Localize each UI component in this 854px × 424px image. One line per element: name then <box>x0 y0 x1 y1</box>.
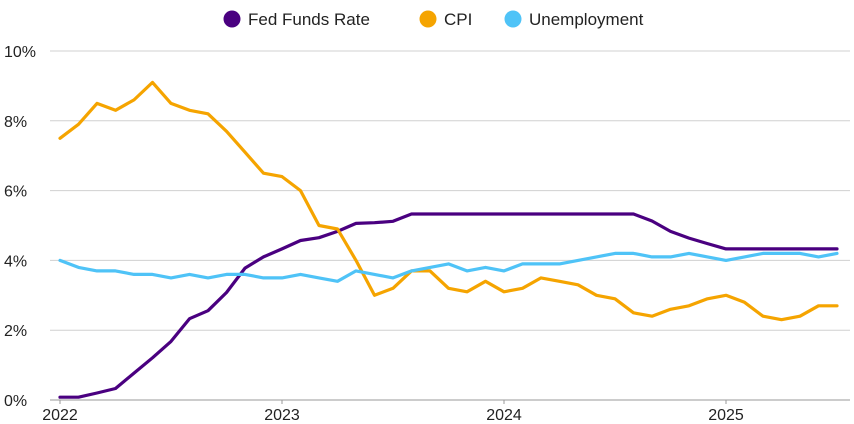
x-tick-label: 2025 <box>708 407 744 424</box>
y-tick-label: 10% <box>4 44 36 61</box>
axes: 0% 2% 4% 6% 8% 10% 2022 2023 2024 2025 <box>4 44 850 424</box>
series-lines <box>58 80 839 399</box>
legend-marker <box>223 10 241 28</box>
y-tick-label: 6% <box>4 184 27 201</box>
series-line-unemployment <box>58 251 839 283</box>
legend-marker <box>504 10 522 28</box>
y-tick-label: 0% <box>4 393 27 410</box>
x-tick-label: 2023 <box>264 407 300 424</box>
y-tick-label: 2% <box>4 323 27 340</box>
series-line-cpi <box>58 80 839 322</box>
legend-label: CPI <box>444 10 472 29</box>
gridlines <box>50 50 850 331</box>
legend: Fed Funds Rate CPI Unemployment <box>223 10 644 29</box>
y-tick-label: 8% <box>4 114 27 131</box>
legend-label: Fed Funds Rate <box>248 10 370 29</box>
legend-marker <box>419 10 437 28</box>
y-tick-label: 4% <box>4 253 27 270</box>
series-line-fed-funds-rate <box>58 212 839 399</box>
x-tick-label: 2022 <box>42 407 78 424</box>
x-tick-label: 2024 <box>486 407 522 424</box>
legend-label: Unemployment <box>529 10 644 29</box>
